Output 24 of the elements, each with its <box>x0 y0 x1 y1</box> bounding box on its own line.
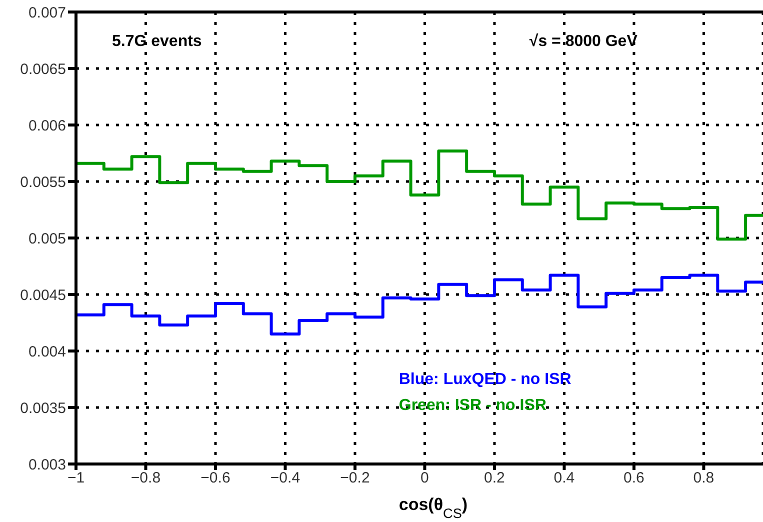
y-tick-label: 0.0065 <box>20 60 66 78</box>
x-tick-label: 0.8 <box>693 470 714 487</box>
y-tick-label: 0.004 <box>28 343 66 360</box>
y-tick-label: 0.007 <box>28 4 66 22</box>
annotation: 5.7G events <box>112 33 202 50</box>
x-tick-label: −0.2 <box>340 470 370 487</box>
annotation: √s = 8000 GeV <box>529 33 638 50</box>
y-tick-label: 0.0055 <box>20 174 66 191</box>
x-tick-label: 0 <box>420 470 429 487</box>
y-tick-label: 0.005 <box>28 230 66 248</box>
y-tick-label: 0.0035 <box>20 400 66 417</box>
y-tick-label: 0.0045 <box>20 286 66 304</box>
x-tick-label: −0.6 <box>200 470 230 487</box>
x-tick-label: −0.8 <box>130 470 161 487</box>
x-axis-title: cos(θ$_{CS}$) <box>398 495 468 520</box>
y-tick-label: 0.003 <box>28 456 66 474</box>
text: Green: ISR - no ISR <box>398 397 547 414</box>
x-tick-label: −1 <box>67 470 85 487</box>
x-tick-label: 0.6 <box>624 470 644 487</box>
text: Blue: LuxQED - no ISR <box>398 371 572 388</box>
x-tick-label: 0.2 <box>484 470 505 487</box>
y-tick-label: 0.006 <box>28 117 66 134</box>
x-tick-label: 0.4 <box>554 470 575 487</box>
x-tick-label: −0.4 <box>270 470 300 487</box>
